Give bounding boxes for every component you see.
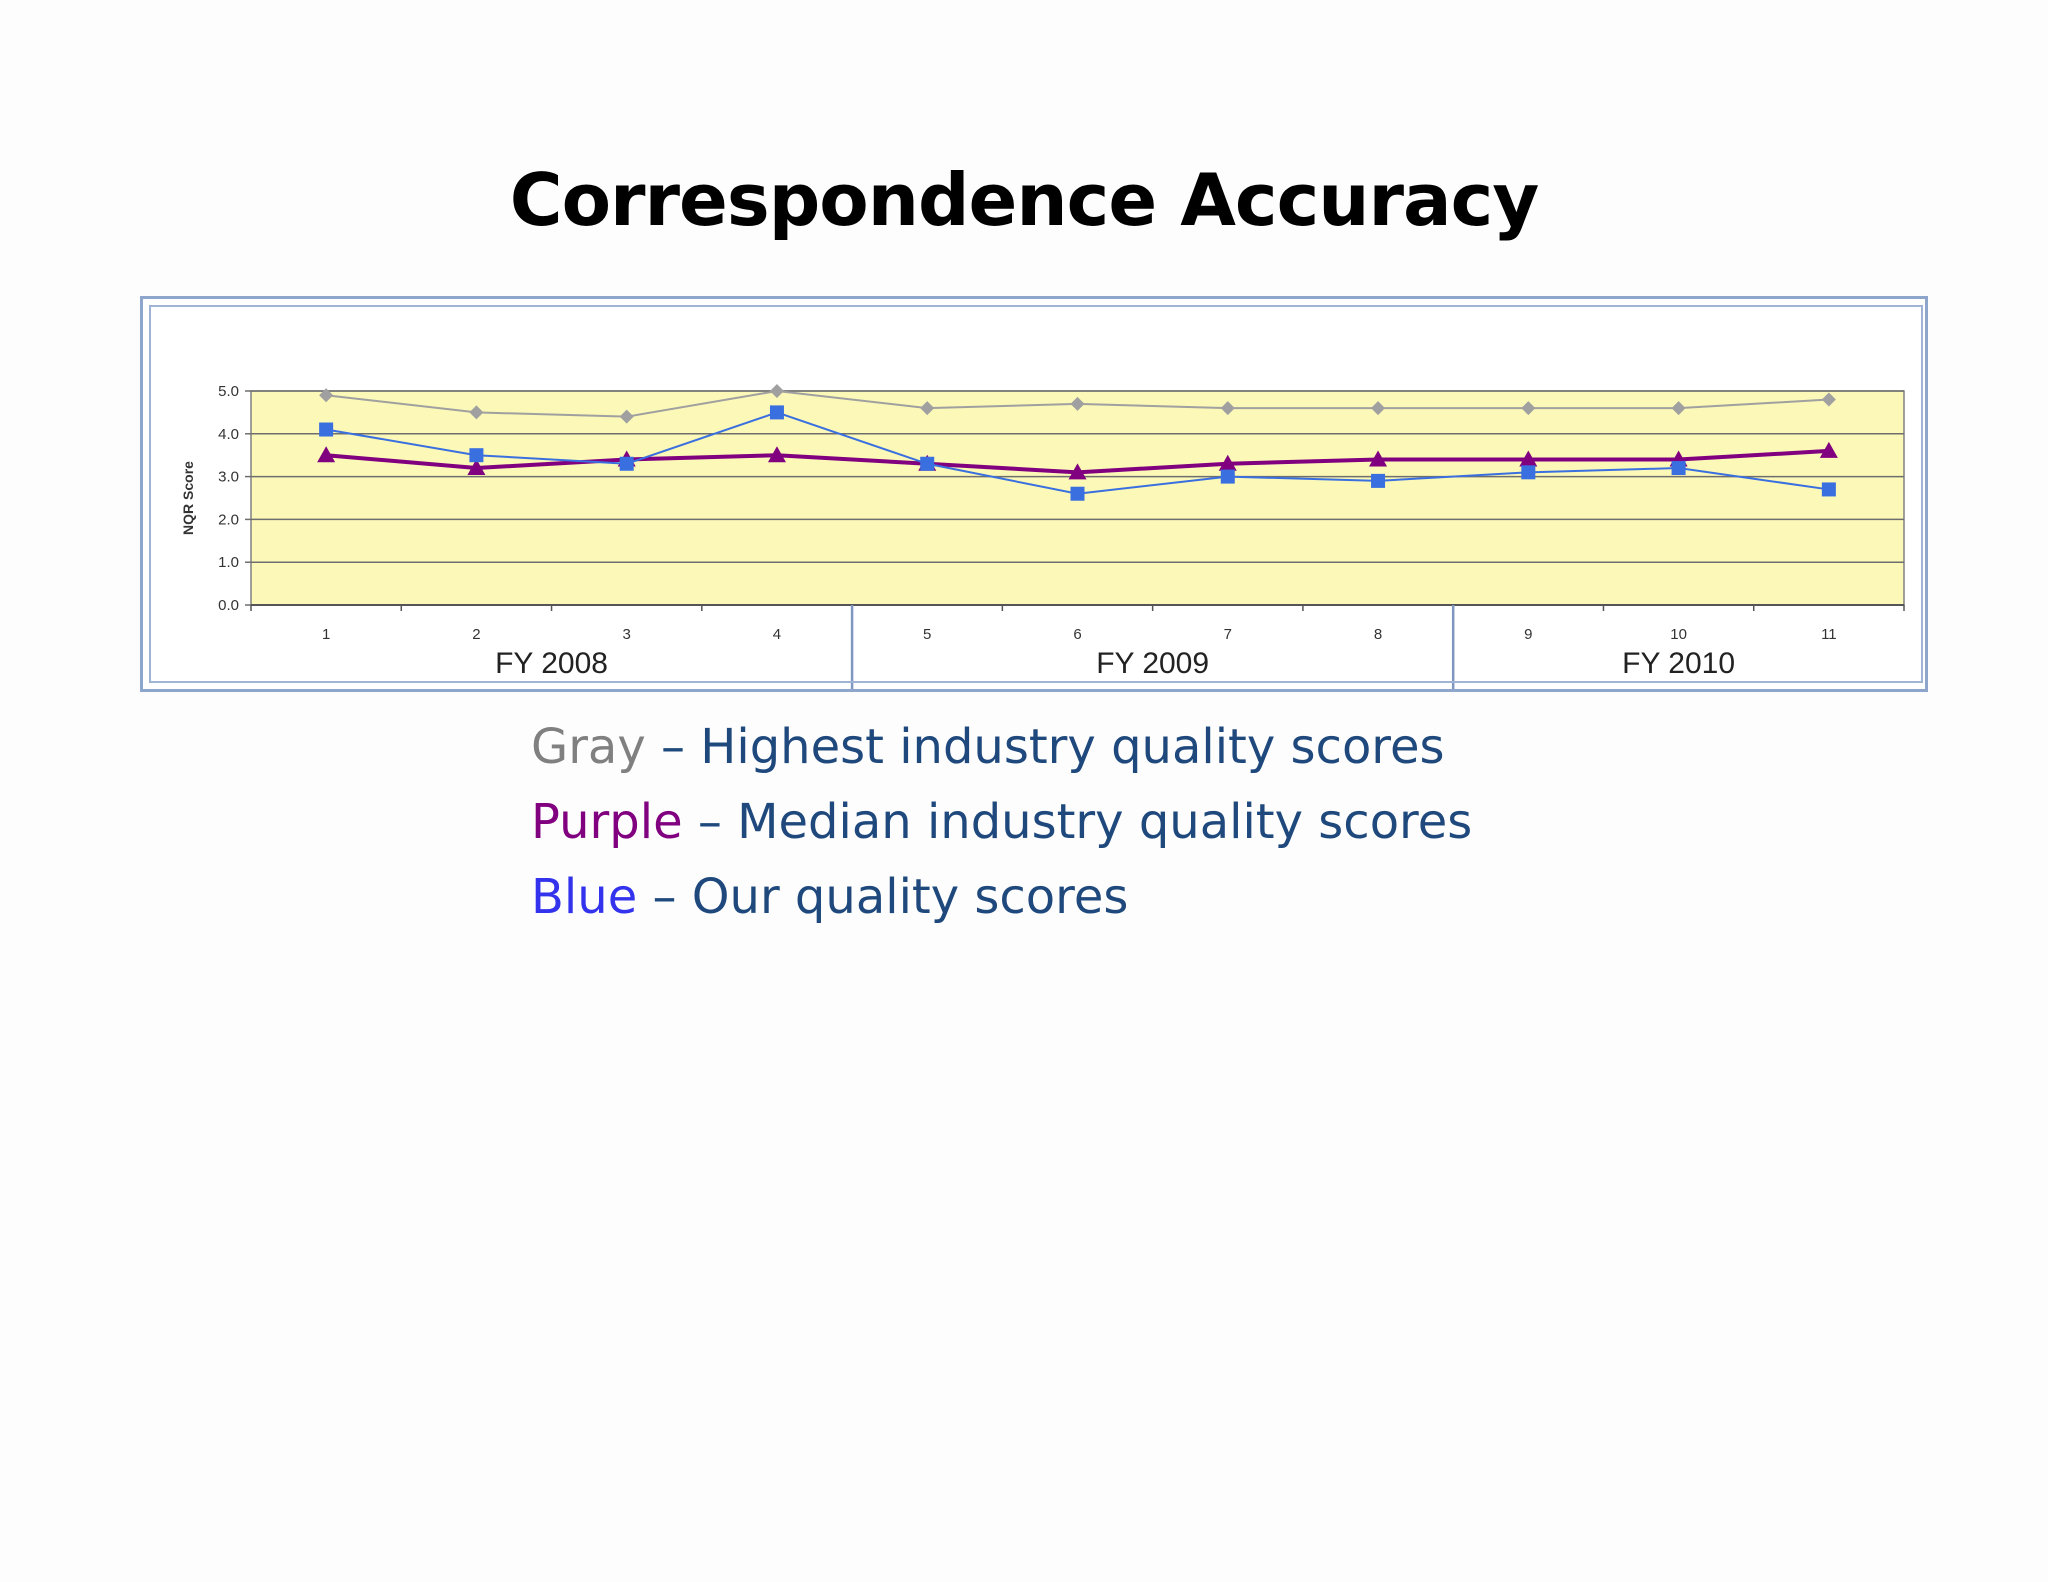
data-point <box>1821 482 1836 497</box>
data-point <box>319 388 334 403</box>
x-tick-label: 4 <box>773 626 781 643</box>
data-point <box>1068 463 1087 480</box>
data-point <box>469 405 484 420</box>
data-point <box>920 401 935 416</box>
data-point <box>317 446 336 463</box>
legend-separator: – <box>637 869 692 925</box>
data-point <box>619 456 634 471</box>
data-point <box>1369 450 1388 467</box>
y-axis-title: NQR Score <box>180 461 196 535</box>
fiscal-year-label: FY 2008 <box>495 647 608 680</box>
x-tick-label: 2 <box>472 626 480 643</box>
legend: Gray – Highest industry quality scores P… <box>531 710 1472 935</box>
legend-separator: – <box>645 719 701 775</box>
data-point <box>469 448 484 463</box>
x-tick-label: 1 <box>322 626 330 643</box>
x-tick-label: 9 <box>1524 626 1532 643</box>
y-tick-label: 1.0 <box>218 554 239 571</box>
data-point <box>1371 473 1386 488</box>
legend-item-gray: Gray – Highest industry quality scores <box>531 710 1472 785</box>
y-tick-label: 2.0 <box>218 511 239 528</box>
data-point <box>1521 401 1536 416</box>
legend-separator: – <box>682 794 738 850</box>
y-tick-label: 3.0 <box>218 469 239 486</box>
x-tick-label: 11 <box>1821 626 1837 643</box>
data-point <box>319 422 334 437</box>
legend-item-blue: Blue – Our quality scores <box>531 860 1472 935</box>
data-point <box>1671 461 1686 476</box>
x-tick-label: 3 <box>623 626 631 643</box>
legend-text: Our quality scores <box>691 869 1129 925</box>
data-point <box>1220 469 1235 484</box>
data-point <box>467 459 486 476</box>
x-tick-label: 8 <box>1374 626 1382 643</box>
data-point <box>769 384 784 398</box>
data-point <box>1519 450 1538 467</box>
y-tick-label: 4.0 <box>218 426 239 443</box>
data-point <box>1821 392 1836 407</box>
chart-frame: 0.0 1.0 2.0 3.0 4.0 5.0 1 2 3 4 5 6 7 8 9 10 11 NQR Score… <box>140 296 1928 692</box>
slide-title: Correspondence Accuracy <box>509 158 1540 242</box>
x-tick-label: 6 <box>1073 626 1081 643</box>
legend-text: Median industry quality scores <box>737 794 1473 850</box>
data-point <box>1521 465 1536 480</box>
data-point <box>1819 441 1838 458</box>
data-point <box>1070 396 1085 411</box>
data-point <box>1671 401 1686 416</box>
legend-item-purple: Purple – Median industry quality scores <box>531 785 1472 860</box>
data-point <box>619 409 634 424</box>
legend-color-word: Blue <box>531 869 638 925</box>
legend-color-word: Purple <box>531 794 683 850</box>
fiscal-year-label: FY 2010 <box>1622 647 1735 680</box>
x-tick-label: 7 <box>1224 626 1232 643</box>
data-point <box>1371 401 1386 416</box>
fiscal-year-label: FY 2009 <box>1096 647 1209 680</box>
data-point <box>1218 454 1237 471</box>
data-point <box>1070 486 1085 501</box>
legend-color-word: Gray <box>531 719 646 775</box>
y-tick-label: 0.0 <box>218 597 239 614</box>
legend-text: Highest industry quality scores <box>700 719 1445 775</box>
line-chart: 0.0 1.0 2.0 3.0 4.0 5.0 1 2 3 4 5 6 7 8 9 10 11 NQR Score… <box>180 383 1905 689</box>
y-tick-label: 5.0 <box>218 383 239 400</box>
data-point <box>769 405 784 420</box>
data-point <box>767 446 786 463</box>
data-point <box>920 456 935 471</box>
data-point <box>1220 401 1235 416</box>
x-tick-label: 10 <box>1670 626 1687 643</box>
x-tick-label: 5 <box>923 626 931 643</box>
